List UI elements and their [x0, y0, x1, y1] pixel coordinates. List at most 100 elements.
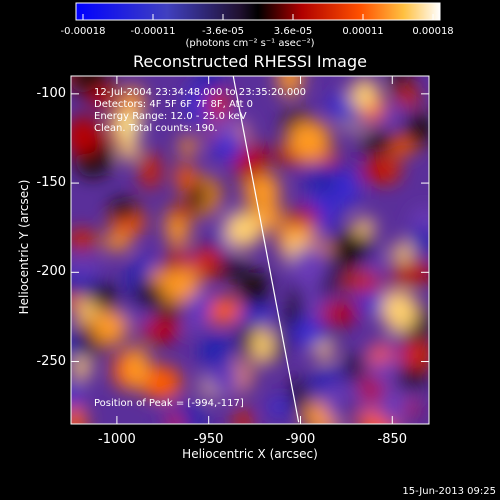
heatmap-cell	[140, 152, 161, 190]
annotation-detectors: Detectors: 4F 5F 6F 7F 8F, Att 0	[94, 99, 254, 110]
colorbar-tick-label: -3.6e-05	[202, 26, 244, 37]
heatmap-cell	[343, 272, 381, 292]
x-tick-label: -850	[377, 432, 408, 447]
heatmap-cell	[243, 172, 281, 210]
heatmap-cell	[277, 76, 303, 97]
colorbar-tick-label: -0.00011	[130, 26, 176, 37]
heatmap-cell	[300, 162, 337, 188]
heatmap-cell	[133, 281, 166, 310]
heatmap-cell	[360, 132, 397, 153]
solar-limb-line	[232, 76, 300, 423]
heatmap-cell	[206, 90, 231, 117]
heatmap-cell	[286, 208, 320, 226]
heatmap-cell	[124, 345, 150, 390]
heatmap-cell	[214, 258, 249, 278]
heatmap-cell	[266, 398, 292, 416]
heatmap-cell	[71, 385, 84, 408]
heatmap-cell	[381, 289, 418, 333]
colorbar-tick-label: 3.6e-05	[273, 26, 313, 37]
heatmap-cell	[390, 263, 424, 286]
heatmap-cell	[290, 376, 308, 418]
heatmap-cell	[350, 78, 379, 111]
colorbar-tick-label: 0.00018	[412, 26, 454, 37]
heatmap-cell	[224, 211, 262, 249]
heatmap-cell	[109, 198, 138, 223]
heatmap-cell	[392, 242, 413, 264]
heatmap-cell	[398, 338, 429, 371]
heatmap-cell	[166, 412, 184, 424]
chart-title: Reconstructed RHESSI Image	[133, 52, 367, 71]
heatmap-cell	[154, 303, 185, 320]
heatmap-cell	[327, 92, 352, 121]
heatmap-cell	[141, 365, 182, 401]
heatmap-cell	[168, 267, 201, 302]
y-tick-label: -250	[36, 353, 66, 369]
heatmap-cell	[179, 136, 197, 157]
heatmap-cell	[186, 83, 212, 124]
heatmap-cell	[170, 203, 193, 220]
heatmap-cell	[324, 380, 348, 424]
heatmap-cell	[371, 359, 400, 386]
colorbar-gradient	[75, 2, 441, 21]
peak-position-label: Position of Peak = [-994,-117]	[94, 398, 244, 409]
heatmap-cell	[203, 296, 242, 325]
heatmap-cell	[411, 226, 429, 258]
heatmap-cell	[237, 272, 273, 308]
heatmap-cell	[319, 302, 360, 324]
annotation-energy-range: Energy Range: 12.0 - 25.0 keV	[94, 111, 247, 122]
heatmap-cell	[71, 117, 102, 155]
heatmap-cell	[199, 333, 234, 369]
heatmap-cell	[71, 229, 98, 250]
heatmap-cell	[196, 76, 224, 95]
colorbar-tick-label: -0.00018	[60, 26, 106, 37]
annotation-time-range: 12-Jul-2004 23:34:48.000 to 23:35:20.000	[94, 87, 306, 98]
heatmap-cell	[188, 292, 212, 316]
heatmap-cell	[396, 86, 420, 107]
y-tick-label: -100	[36, 85, 66, 101]
heatmap-cell	[230, 302, 273, 330]
heatmap-cell	[332, 166, 360, 208]
heatmap-cell	[187, 178, 209, 213]
heatmap-cell	[331, 229, 373, 265]
colorbar-tick-label: 0.00011	[342, 26, 384, 37]
heatmap-cell	[90, 282, 118, 312]
colorbar-unit-label: (photons cm⁻² s⁻¹ asec⁻²)	[185, 38, 315, 49]
heatmap-cell	[211, 129, 245, 162]
heatmap-cell	[92, 310, 128, 346]
y-tick-label: -150	[36, 175, 66, 191]
heatmap-cell	[119, 135, 139, 162]
heatmap-cell	[71, 404, 87, 424]
heatmap-cell	[289, 318, 330, 347]
heatmap-cell	[347, 353, 365, 376]
heatmap-cell	[353, 218, 376, 237]
x-tick-label: -900	[285, 432, 316, 447]
heatmap-cell	[71, 357, 91, 380]
heatmap-cell	[368, 250, 385, 276]
heatmap-cell	[175, 163, 194, 191]
colorbar	[75, 2, 441, 21]
colorbar-ticks	[82, 14, 434, 20]
annotation-counts: Clean. Total counts: 190.	[94, 123, 218, 134]
y-axis-label: Heliocentric Y (arcsec)	[17, 179, 31, 315]
heatmap-peak	[113, 110, 142, 139]
heatmap-cell	[87, 86, 119, 107]
heatmap-cell	[403, 112, 429, 147]
heatmap-cell	[207, 112, 247, 130]
x-tick-label: -950	[193, 432, 224, 447]
heatmap	[71, 76, 429, 424]
heatmap-cell	[359, 161, 385, 182]
x-axis-label: Heliocentric X (arcsec)	[182, 447, 318, 461]
heatmap-cell	[377, 385, 407, 424]
plot-frame	[70, 75, 430, 425]
heatmap-cell	[376, 109, 407, 126]
heatmap-cell	[316, 341, 333, 361]
footer-timestamp: 15-Jun-2013 09:25	[402, 486, 496, 497]
heatmap-cell	[71, 259, 105, 277]
y-tick-label: -200	[36, 264, 66, 280]
heatmap-cell	[285, 282, 303, 326]
heatmap-cell	[289, 245, 330, 288]
heatmap-cell	[234, 408, 253, 424]
heatmap-cell	[251, 326, 273, 366]
heatmap-cell	[101, 234, 133, 251]
